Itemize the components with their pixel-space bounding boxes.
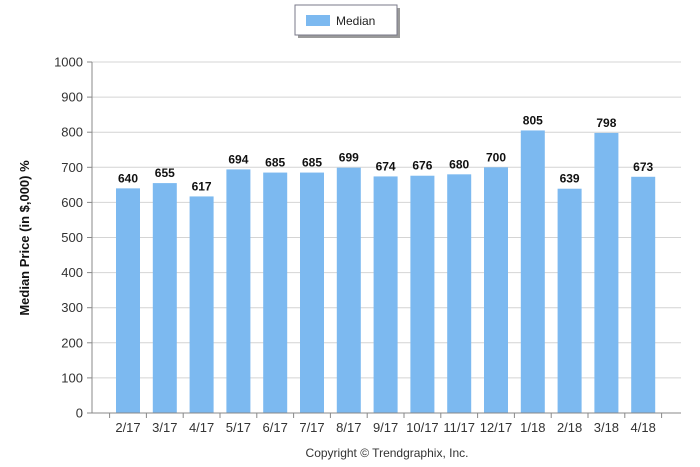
- data-label-7/17: 685: [302, 156, 322, 170]
- legend-label: Median: [336, 14, 375, 28]
- x-tick-label-11/17: 11/17: [443, 420, 475, 435]
- y-axis-title: Median Price (in $,000) %: [17, 160, 32, 316]
- data-label-12/17: 700: [486, 150, 506, 164]
- x-tick-label-10/17: 10/17: [406, 420, 439, 435]
- bar-3/18: [594, 132, 619, 414]
- bar-6/17: [263, 172, 288, 413]
- data-labels: 640 655 617 694 685 685 699 674 676 680 700 805 639 7…: [118, 113, 654, 193]
- data-label-4/17: 617: [192, 179, 212, 193]
- x-tick-label-8/17: 8/17: [336, 420, 361, 435]
- x-tick-label-4/18: 4/18: [631, 420, 656, 435]
- y-tick-label-800: 800: [61, 125, 83, 140]
- y-tick-label-600: 600: [61, 195, 83, 210]
- bar-9/17: [373, 176, 398, 413]
- bar-2/18: [557, 188, 582, 413]
- x-tick-label-6/17: 6/17: [263, 420, 288, 435]
- y-tick-label-300: 300: [61, 300, 83, 315]
- x-tick-label-1/18: 1/18: [520, 420, 545, 435]
- y-tick-label-700: 700: [61, 160, 83, 175]
- bar-2/17: [116, 188, 140, 413]
- x-tick-label-7/17: 7/17: [299, 420, 324, 435]
- data-label-3/18: 798: [596, 116, 616, 130]
- bar-7/17: [300, 172, 324, 413]
- x-tick-label-5/17: 5/17: [226, 420, 251, 435]
- bars: [116, 130, 656, 414]
- data-label-11/17: 680: [449, 157, 469, 171]
- x-tick-label-3/17: 3/17: [152, 420, 177, 435]
- y-axis-ticks: 0 100 200 300 400 500 600 700 800 900 1000: [54, 55, 92, 421]
- copyright: Copyright © Trendgraphix, Inc.: [306, 446, 469, 460]
- bar-11/17: [447, 174, 472, 413]
- data-label-2/17: 640: [118, 171, 138, 185]
- legend: Median: [294, 4, 400, 38]
- axes: [91, 62, 681, 414]
- data-label-2/18: 639: [560, 172, 580, 186]
- x-tick-label-2/17: 2/17: [115, 420, 140, 435]
- legend-swatch: [306, 15, 330, 26]
- y-tick-label-900: 900: [61, 90, 83, 105]
- bar-10/17: [410, 175, 435, 413]
- bar-3/17: [152, 183, 177, 413]
- data-label-1/18: 805: [523, 113, 543, 127]
- bar-12/17: [484, 167, 508, 413]
- data-label-10/17: 676: [412, 159, 432, 173]
- bar-1/18: [520, 130, 545, 413]
- data-label-5/17: 694: [228, 152, 248, 166]
- x-tick-label-2/18: 2/18: [557, 420, 582, 435]
- y-tick-label-200: 200: [61, 335, 83, 350]
- y-tick-label-0: 0: [76, 406, 83, 421]
- data-label-9/17: 674: [376, 159, 396, 173]
- x-axis-ticks: 2/17 3/17 4/17 5/17 6/17 7/17 8/17 9/17 10/17 11/…: [109, 413, 663, 435]
- data-label-4/18: 673: [633, 160, 653, 174]
- bar-4/18: [631, 176, 656, 413]
- data-label-3/17: 655: [155, 166, 175, 180]
- y-tick-label-500: 500: [61, 230, 83, 245]
- y-tick-label-1000: 1000: [54, 55, 83, 70]
- data-label-6/17: 685: [265, 156, 285, 170]
- bar-5/17: [226, 169, 251, 413]
- x-tick-label-9/17: 9/17: [373, 420, 398, 435]
- bar-8/17: [336, 167, 361, 413]
- x-tick-label-4/17: 4/17: [189, 420, 214, 435]
- bar-4/17: [189, 196, 214, 413]
- x-tick-label-3/18: 3/18: [594, 420, 619, 435]
- data-label-8/17: 699: [339, 151, 359, 165]
- y-tick-label-100: 100: [61, 370, 83, 385]
- x-tick-label-12/17: 12/17: [480, 420, 513, 435]
- y-tick-label-400: 400: [61, 265, 83, 280]
